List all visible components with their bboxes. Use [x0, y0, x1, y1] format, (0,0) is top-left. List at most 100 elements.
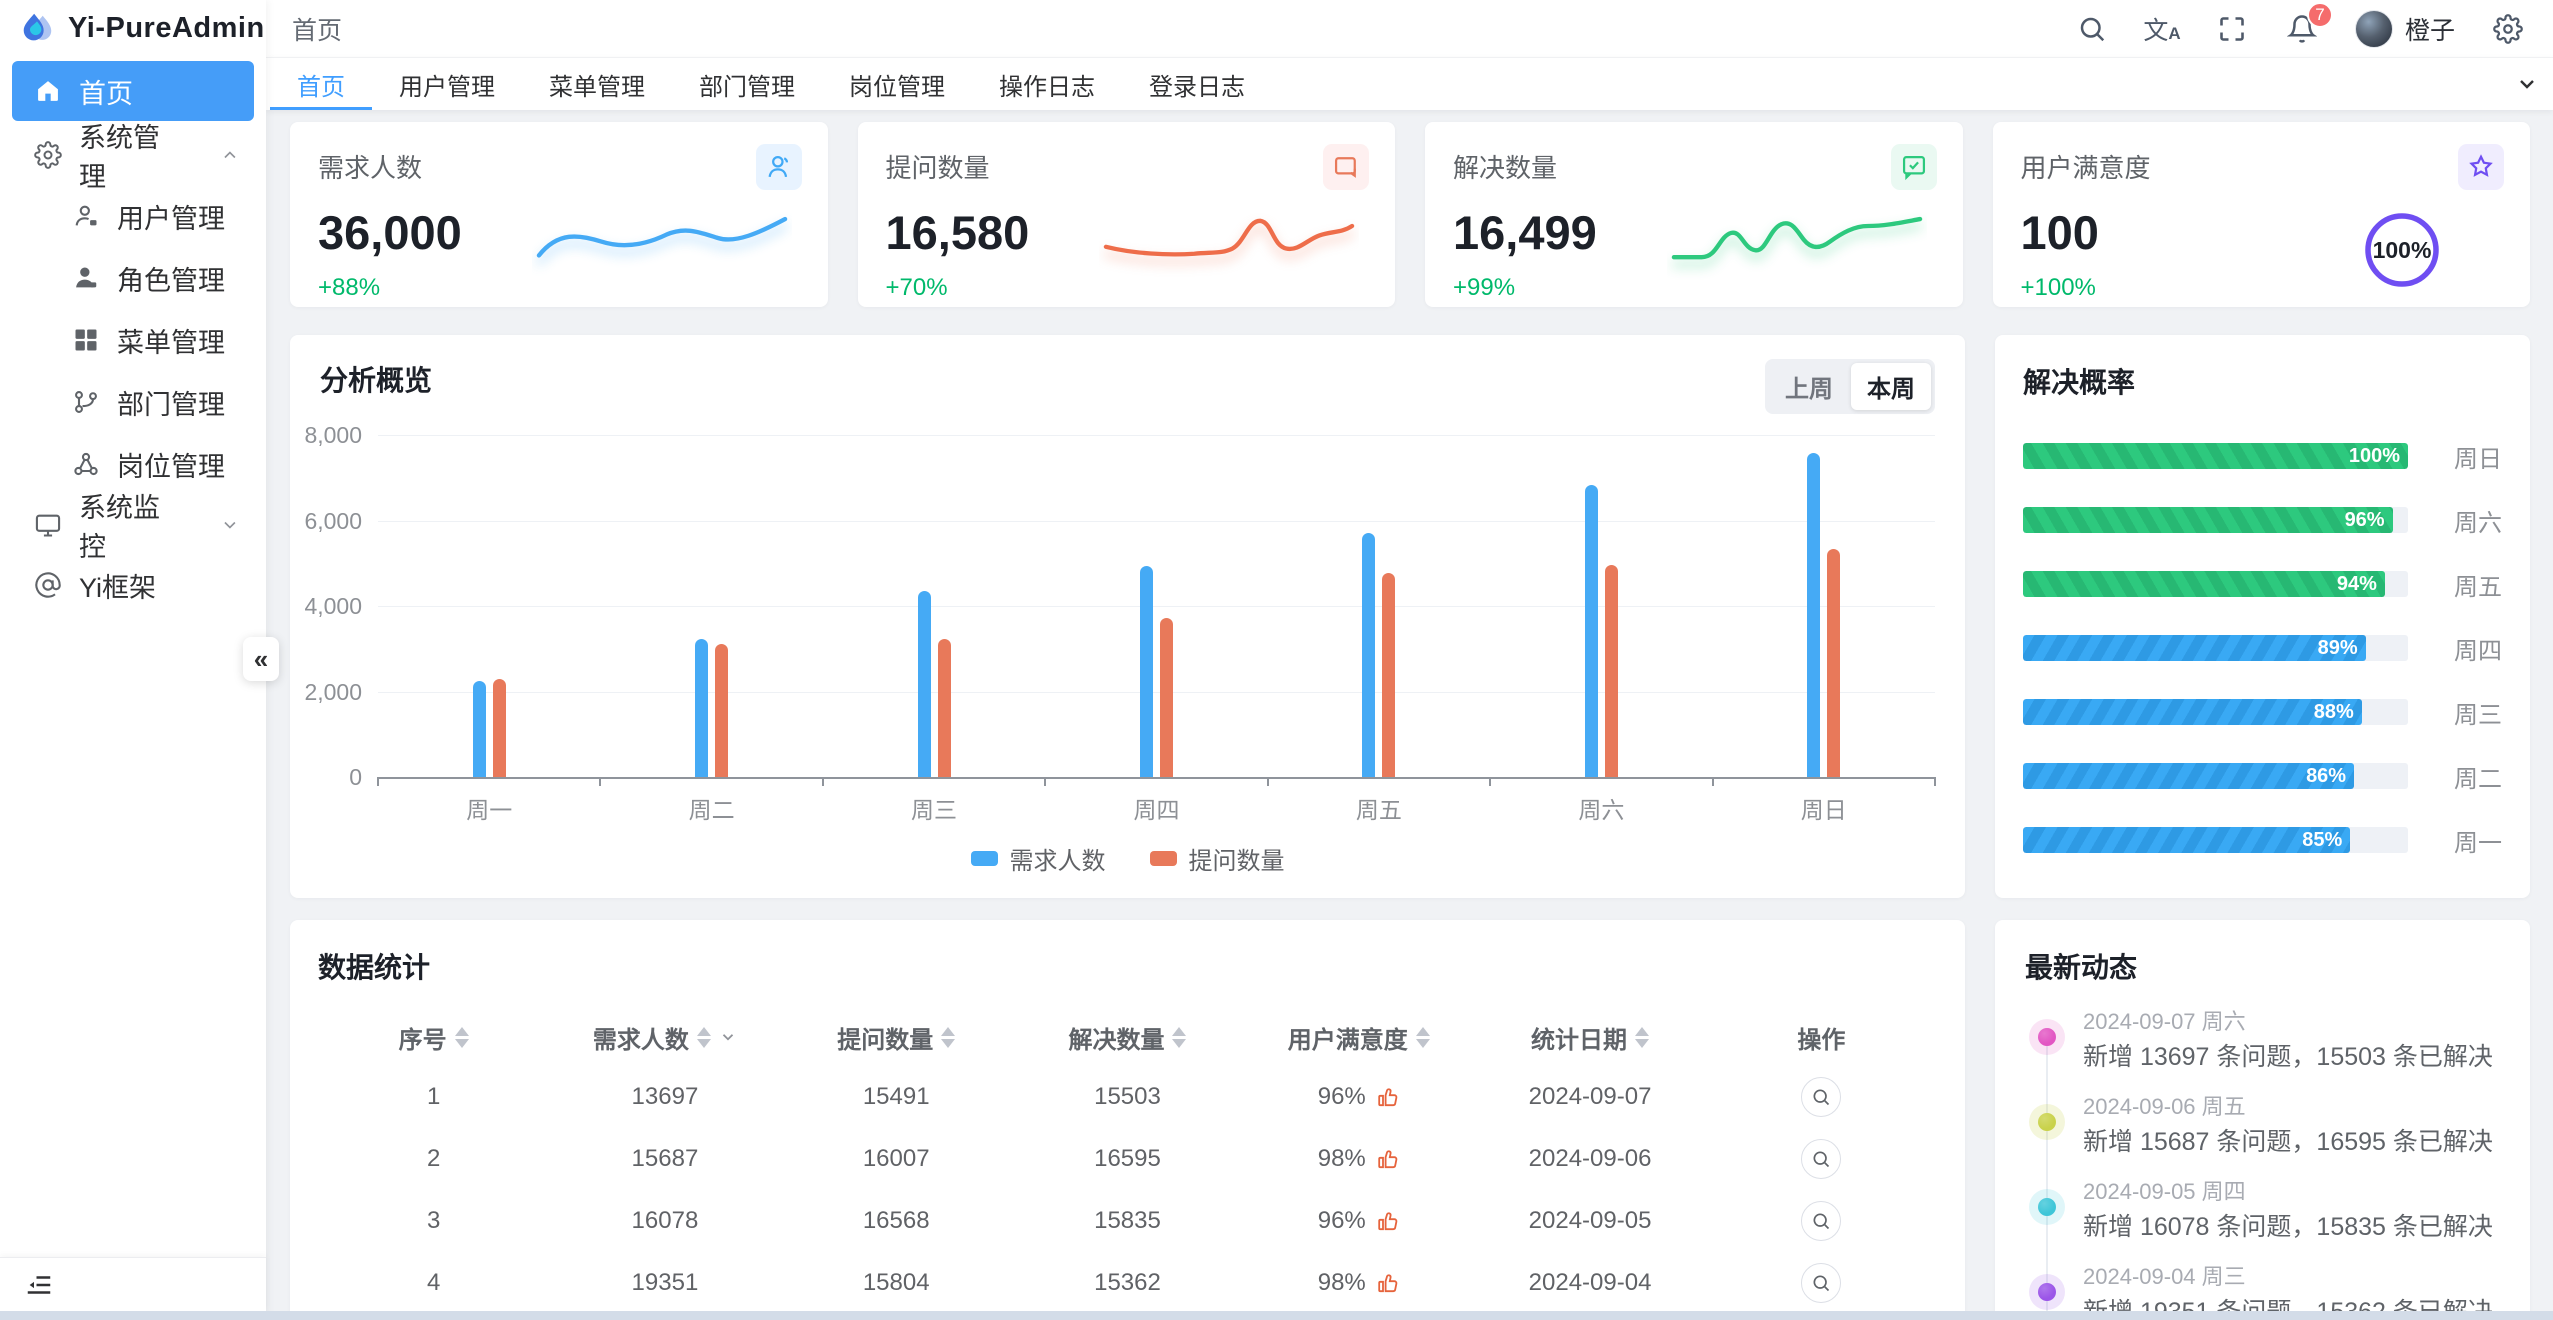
sort-carets-icon[interactable] [1172, 1026, 1187, 1048]
progress-value: 88% [2313, 700, 2354, 723]
progress-track: 86% [2023, 763, 2408, 789]
magnifier-icon [1813, 1213, 1830, 1230]
stat-value: 16,499 [1453, 206, 1597, 259]
view-detail-button[interactable] [1801, 1077, 1842, 1117]
column-header-提问数量: 提问数量 [781, 1008, 1012, 1066]
user-menu[interactable]: 橙子 [2354, 9, 2455, 48]
search-icon[interactable] [2075, 12, 2109, 46]
stat-card-demand: 需求人数 36,000 +88% [290, 122, 828, 307]
breadcrumb[interactable]: 首页 [292, 16, 343, 45]
gridline [378, 435, 1935, 436]
sparkline-blue [536, 216, 787, 258]
cell-actions [1706, 1066, 1937, 1128]
column-label: 统计日期 [1531, 1026, 1628, 1054]
cell-solved: 16595 [1094, 1145, 1161, 1172]
tab[interactable]: 菜单管理 [549, 73, 645, 101]
fold-sidebar-icon[interactable] [24, 1270, 54, 1300]
cell-index: 3 [426, 1207, 441, 1234]
progress-track: 85% [2023, 827, 2408, 853]
toggle-this-week[interactable]: 本周 [1851, 363, 1931, 410]
stat-delta: +99% [1453, 274, 1516, 301]
sort-carets-icon[interactable] [1415, 1026, 1430, 1048]
column-label: 用户满意度 [1287, 1026, 1408, 1054]
filter-chevron-down-icon[interactable] [719, 1028, 737, 1046]
translate-icon[interactable]: 文A [2143, 16, 2181, 45]
gridline [378, 606, 1935, 607]
sidebar-item-dept-admin[interactable]: 部门管理 [12, 371, 254, 433]
legend-item-提问数量[interactable]: 提问数量 [1149, 841, 1285, 876]
cell-questions: 15491 [862, 1083, 930, 1110]
ring-label: 100% [2372, 236, 2432, 263]
x-axis-tick [1934, 777, 1936, 786]
progress-track: 96% [2023, 507, 2408, 533]
legend-item-需求人数[interactable]: 需求人数 [970, 841, 1106, 876]
toggle-last-week[interactable]: 上周 [1785, 376, 1833, 403]
progress-value: 96% [2344, 508, 2385, 531]
sort-carets-icon[interactable] [941, 1026, 956, 1048]
tab[interactable]: 岗位管理 [849, 73, 945, 101]
bar-chart-plot: 8,000 6,000 4,000 2,000 0 周一 周二 周三 周四 周五 周六 周日 [304, 422, 1936, 823]
gear-icon [34, 141, 62, 169]
sort-carets-icon[interactable] [696, 1026, 711, 1048]
cell-actions [1706, 1128, 1937, 1190]
stat-cards-row: 需求人数 36,000 +88% 提问数量 16,580 +70% [290, 122, 2530, 307]
sort-carets-icon[interactable] [454, 1026, 469, 1048]
table-row: 4 19351 15804 15362 98% 2024-09-04 [318, 1252, 1937, 1314]
progress-fill: 89% [2023, 635, 2366, 661]
tab[interactable]: 部门管理 [699, 73, 795, 101]
sidebar-item-system-monitor[interactable]: 系统监控 [12, 493, 254, 562]
progress-fill: 86% [2023, 763, 2355, 789]
horizontal-scrollbar[interactable] [0, 1311, 2553, 1320]
solve-rate-row: 96% 周六 [2023, 507, 2502, 537]
progress-fill: 94% [2023, 571, 2385, 597]
logo[interactable]: Yi-PureAdmin [0, 0, 266, 57]
notifications-bell-icon[interactable]: 7 [2285, 1, 2333, 46]
cell-solved: 15835 [1094, 1207, 1161, 1234]
sidebar-item-user-admin[interactable]: 用户管理 [12, 185, 254, 247]
sidebar-item-label: 系统管理 [79, 123, 160, 192]
sort-carets-icon[interactable] [1635, 1026, 1650, 1048]
tab[interactable]: 首页 [270, 58, 372, 110]
column-label: 操作 [1797, 1026, 1846, 1054]
chevron-up-icon [224, 151, 236, 159]
view-detail-button[interactable] [1801, 1139, 1842, 1179]
cell-satisfaction: 98% [1243, 1128, 1474, 1190]
sidebar-item-home[interactable]: 首页 [12, 61, 254, 121]
tab[interactable]: 登录日志 [1149, 73, 1245, 101]
stat-label: 用户满意度 [2020, 153, 2151, 183]
stat-delta: +100% [2020, 274, 2096, 301]
fullscreen-icon[interactable] [2215, 12, 2249, 46]
cell-questions: 16568 [862, 1207, 930, 1234]
timeline-date: 2024-09-07 周六 [2083, 1009, 2246, 1034]
sidebar-item-yi-framework[interactable]: Yi框架 [12, 555, 254, 615]
tabs-more-chevron-down-icon[interactable] [2515, 58, 2539, 110]
solve-rate-card: 解决概率 100% 周日 96% 周六 94% 周五 89% 周四 88% 周三… [1995, 335, 2530, 898]
legend-label: 需求人数 [1009, 848, 1106, 875]
bar-提问数量 [1827, 549, 1841, 777]
monitor-icon [35, 514, 61, 537]
sidebar-item-role-admin[interactable]: 角色管理 [12, 247, 254, 309]
stats-table: 序号 需求人数 提问数量 解决数量 用户满意度 统计日期 操作 1 13697 15491 … [318, 1008, 1937, 1320]
thumbs-up-icon [1378, 1274, 1398, 1293]
progress-value: 89% [2317, 636, 2358, 659]
progress-fill: 88% [2023, 699, 2362, 725]
stat-delta: +88% [318, 274, 381, 301]
bar-提问数量 [1382, 572, 1396, 777]
tab[interactable]: 用户管理 [399, 73, 495, 101]
tab[interactable]: 操作日志 [999, 73, 1095, 101]
sidebar-item-system-admin[interactable]: 系统管理 [12, 123, 254, 192]
sidebar-item-menu-admin[interactable]: 菜单管理 [12, 309, 254, 371]
settings-gear-icon[interactable] [2491, 12, 2525, 46]
view-detail-button[interactable] [1801, 1263, 1842, 1303]
magnifier-icon [1813, 1275, 1830, 1292]
week-toggle: 上周 本周 [1765, 359, 1935, 414]
collapse-sidebar-button[interactable]: « [243, 637, 279, 681]
analysis-chart-card: 分析概览 上周 本周 8,000 6,000 4,000 2,000 0 周一 周二 周三 周四… [290, 335, 1965, 898]
solve-rate-row: 100% 周日 [2023, 443, 2502, 473]
username: 橙子 [2404, 16, 2455, 45]
at-icon [35, 572, 61, 598]
x-axis-tick [599, 777, 602, 786]
sidebar-item-post-admin[interactable]: 岗位管理 [12, 433, 254, 495]
view-detail-button[interactable] [1801, 1201, 1842, 1241]
cell-solved: 15362 [1094, 1269, 1161, 1296]
